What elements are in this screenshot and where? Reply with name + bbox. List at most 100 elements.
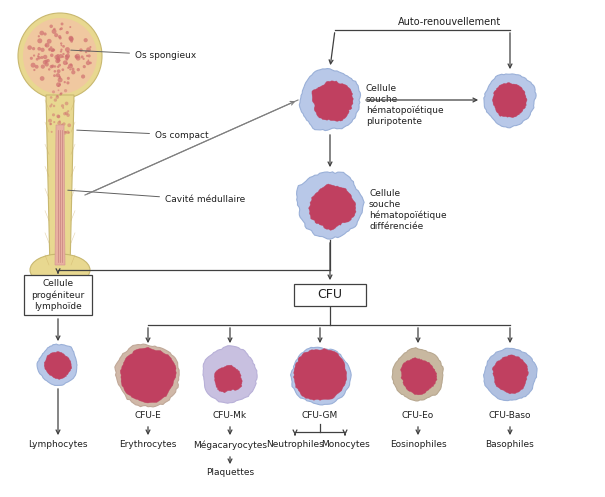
Circle shape [58, 126, 61, 129]
Circle shape [38, 35, 40, 37]
Circle shape [67, 113, 70, 117]
Circle shape [66, 63, 68, 65]
Circle shape [59, 93, 62, 95]
Circle shape [57, 121, 61, 125]
Text: Auto-renouvellement: Auto-renouvellement [398, 17, 502, 27]
Circle shape [56, 58, 59, 61]
Circle shape [62, 45, 65, 48]
Circle shape [65, 101, 68, 105]
Circle shape [44, 32, 47, 36]
Ellipse shape [23, 18, 97, 94]
Polygon shape [37, 344, 77, 386]
Polygon shape [401, 358, 437, 395]
Circle shape [34, 65, 39, 69]
Circle shape [59, 37, 62, 40]
Text: Plaquettes: Plaquettes [206, 468, 254, 477]
Circle shape [62, 56, 64, 58]
Text: Os compact: Os compact [77, 130, 209, 140]
Circle shape [59, 54, 63, 58]
Text: CFU-GM: CFU-GM [302, 411, 338, 420]
Circle shape [70, 64, 73, 66]
Circle shape [46, 59, 50, 63]
Circle shape [54, 65, 56, 68]
Circle shape [90, 46, 91, 48]
Circle shape [36, 58, 39, 61]
Polygon shape [55, 125, 65, 265]
Circle shape [67, 82, 70, 84]
Circle shape [53, 28, 56, 30]
Circle shape [52, 113, 55, 116]
Text: CFU-Eo: CFU-Eo [402, 411, 434, 420]
Circle shape [51, 131, 53, 133]
Circle shape [48, 48, 51, 50]
Circle shape [62, 69, 64, 71]
Circle shape [41, 48, 45, 52]
Circle shape [30, 57, 33, 60]
Circle shape [43, 60, 47, 65]
Circle shape [83, 38, 88, 42]
Circle shape [65, 54, 70, 58]
Text: CFU-Mk: CFU-Mk [213, 411, 247, 420]
Circle shape [63, 60, 68, 65]
FancyBboxPatch shape [24, 275, 92, 315]
Circle shape [59, 120, 61, 123]
Circle shape [57, 61, 59, 63]
Circle shape [70, 37, 74, 41]
Circle shape [60, 92, 62, 94]
Circle shape [70, 26, 71, 28]
Circle shape [57, 66, 59, 68]
Circle shape [86, 61, 90, 65]
Circle shape [37, 55, 39, 57]
Circle shape [39, 31, 44, 35]
Circle shape [50, 96, 53, 99]
Circle shape [88, 60, 89, 61]
Circle shape [62, 124, 63, 125]
Circle shape [43, 55, 47, 59]
Circle shape [53, 49, 55, 51]
Circle shape [27, 45, 32, 50]
Circle shape [45, 62, 49, 67]
Circle shape [75, 56, 77, 59]
Circle shape [31, 63, 36, 68]
Polygon shape [214, 365, 242, 393]
Polygon shape [44, 351, 71, 379]
Circle shape [51, 29, 56, 34]
Text: Mégacaryocytes: Mégacaryocytes [193, 440, 267, 449]
Circle shape [56, 95, 58, 97]
Circle shape [51, 65, 54, 68]
Text: Cellule
souche
hématopoïétique
pluripotente: Cellule souche hématopoïétique pluripote… [366, 83, 443, 126]
Circle shape [56, 83, 61, 87]
Circle shape [50, 54, 54, 57]
Circle shape [69, 36, 73, 41]
Circle shape [62, 122, 65, 126]
Circle shape [86, 55, 88, 57]
Polygon shape [203, 346, 257, 403]
Circle shape [63, 131, 67, 135]
Circle shape [56, 57, 61, 61]
Circle shape [57, 69, 60, 73]
Circle shape [71, 70, 76, 75]
Circle shape [58, 58, 60, 60]
Circle shape [65, 111, 68, 115]
Circle shape [60, 27, 63, 30]
Circle shape [33, 54, 35, 57]
Circle shape [60, 45, 62, 46]
Circle shape [56, 95, 59, 99]
Text: Lymphocytes: Lymphocytes [28, 440, 88, 449]
Circle shape [57, 85, 59, 87]
Circle shape [48, 68, 50, 71]
Polygon shape [312, 81, 353, 121]
Text: Cavité médullaire: Cavité médullaire [68, 190, 245, 204]
Circle shape [85, 51, 87, 53]
FancyBboxPatch shape [294, 284, 366, 306]
Ellipse shape [18, 13, 102, 99]
Circle shape [57, 115, 60, 118]
Circle shape [33, 69, 36, 71]
Circle shape [60, 49, 62, 51]
Circle shape [89, 62, 92, 64]
Text: CFU-Baso: CFU-Baso [489, 411, 531, 420]
Circle shape [59, 83, 61, 85]
Circle shape [59, 76, 61, 78]
Circle shape [45, 44, 47, 47]
Circle shape [51, 103, 53, 105]
